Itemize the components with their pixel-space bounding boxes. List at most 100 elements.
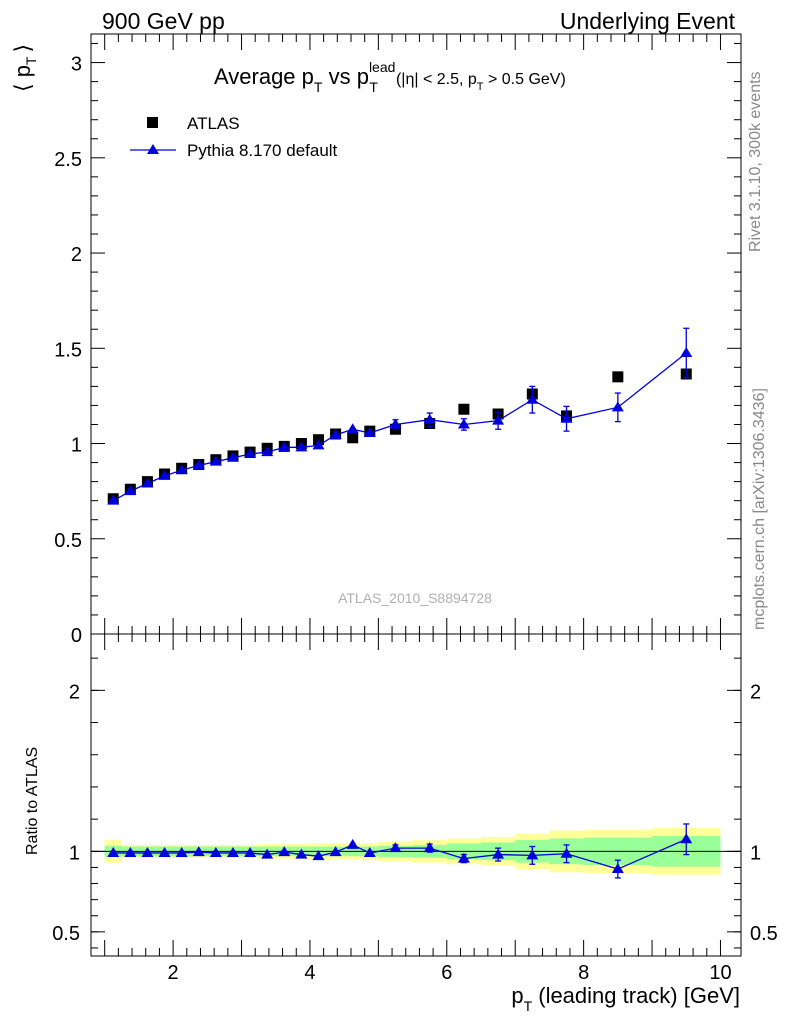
- ratio-data-point: [329, 846, 342, 857]
- title-sub-1: T: [314, 79, 323, 95]
- main-y-axis: 0 0.5 1 1.5 2 2.5 3: [54, 43, 741, 647]
- main-y-tick-label: 3: [71, 54, 82, 76]
- ratio-panel-frame: [90, 633, 742, 957]
- atlas-data-point: [347, 432, 359, 444]
- ratio-data-point: [389, 842, 402, 853]
- title-vs: vs p: [322, 64, 368, 89]
- xlabel-subscript: T: [524, 998, 533, 1014]
- pythia-data-point: [312, 439, 325, 450]
- atlas-data-point: [458, 403, 470, 415]
- pythia-data-point: [261, 446, 274, 457]
- ratio-panel: 0.5 0.5 1 1 2 2 2 4 6 8 10 Ratio to ATLAS pT (lea…: [24, 633, 778, 1014]
- pythia-data-point: [492, 414, 505, 425]
- main-y-tick-label: 0: [71, 625, 82, 647]
- legend-pythia-marker: [147, 144, 159, 154]
- title-sub-2: T: [369, 79, 378, 95]
- pythia-data-point: [346, 423, 359, 434]
- analysis-watermark: ATLAS_2010_S8894728: [338, 590, 492, 606]
- ratio-data-point: [312, 850, 325, 861]
- ratio-y-tick-label-right: 1: [750, 842, 761, 864]
- ratio-y-tick-label-left: 0.5: [52, 923, 80, 945]
- main-y-tick-label: 2: [71, 244, 82, 266]
- pythia-data-point: [389, 418, 402, 429]
- title-sup: lead: [369, 59, 395, 75]
- ratio-data-point: [244, 846, 257, 857]
- ratio-y-axis-label: Ratio to ATLAS: [24, 747, 41, 855]
- ratio-data-point: [107, 846, 120, 857]
- ratio-data-point: [526, 849, 539, 860]
- x-axis-label: pT (leading track) [GeV]: [511, 983, 740, 1014]
- title-main: Average p: [214, 64, 314, 89]
- pythia-data-point: [278, 441, 291, 452]
- pythia-data-point: [560, 412, 573, 423]
- x-tick-label: 10: [709, 962, 731, 984]
- title-cut-b: > 0.5 GeV): [484, 71, 566, 88]
- ratio-y-tick-label-left: 1: [69, 842, 80, 864]
- ratio-data-point: [175, 846, 188, 857]
- legend: ATLAS Pythia 8.170 default: [130, 114, 338, 160]
- pythia-data-point: [226, 451, 239, 462]
- main-y-tick-label: 0.5: [54, 530, 82, 552]
- pythia-data-point: [526, 393, 539, 404]
- main-x-ticks: [104, 34, 721, 634]
- xlabel-rest: (leading track) [GeV]: [532, 983, 740, 1008]
- pythia-data-point: [107, 494, 120, 505]
- mcplots-text: mcplots.cern.ch [arXiv:1306.3436]: [751, 388, 768, 630]
- pythia-data-point: [329, 428, 342, 439]
- ratio-data-point: [141, 846, 154, 857]
- legend-pythia-label: Pythia 8.170 default: [187, 141, 338, 160]
- pythia-data-point: [457, 418, 470, 429]
- ratio-data-point: [457, 852, 470, 863]
- x-tick-label: 6: [441, 962, 452, 984]
- legend-atlas-label: ATLAS: [187, 114, 240, 133]
- pythia-data-point: [141, 477, 154, 488]
- pythia-data-point: [175, 464, 188, 475]
- x-tick-label: 8: [578, 962, 589, 984]
- ratio-data-point: [680, 833, 693, 844]
- pythia-data-point: [158, 469, 171, 480]
- pythia-data-point: [295, 441, 308, 452]
- main-y-axis-label: ⟨ pT ⟩: [10, 44, 39, 92]
- ratio-y-tick-label-right: 0.5: [750, 923, 778, 945]
- title-cut-sub: T: [477, 81, 484, 93]
- ylabel-bracket-right: ⟩: [10, 44, 35, 53]
- ratio-data-point: [124, 846, 137, 857]
- pythia-data-point: [423, 413, 436, 424]
- ratio-data-point: [492, 848, 505, 859]
- ratio-data-point: [423, 842, 436, 853]
- xlabel-main: p: [511, 983, 523, 1008]
- ylabel-subscript: T: [23, 56, 39, 65]
- ylabel-bracket-left: ⟨ p: [10, 65, 35, 92]
- pythia-data-point: [363, 427, 376, 438]
- rivet-version-text: Rivet 3.1.10, 300k events: [747, 71, 764, 252]
- main-panel: 00.511.522.53 ⟨ pT⟩ Average pT vs plead T…: [10, 33, 742, 647]
- main-y-tick-label: 1.5: [54, 339, 82, 361]
- ratio-y-tick-label-left: 2: [69, 681, 80, 703]
- ratio-data-point: [560, 847, 573, 858]
- main-y-tick-label: 2.5: [54, 149, 82, 171]
- x-tick-label: 4: [304, 962, 315, 984]
- x-tick-label: 2: [168, 962, 179, 984]
- svg-text:⟨ pT⟩: ⟨ pT ⟩: [10, 44, 39, 92]
- pythia-data-point: [192, 459, 205, 470]
- legend-atlas-marker: [147, 117, 158, 128]
- ratio-y-tick-label-right: 2: [750, 681, 761, 703]
- title-cut-a: (|η| < 2.5, p: [396, 71, 477, 88]
- ratio-plot-content: [107, 823, 693, 879]
- header-left-text: 900 GeV pp: [102, 8, 225, 34]
- main-plot-content: [107, 327, 693, 505]
- ratio-data-point: [363, 846, 376, 857]
- header-right-text: Underlying Event: [560, 8, 736, 34]
- ratio-data-point: [278, 846, 291, 857]
- ratio-data-point: [192, 846, 205, 857]
- ratio-data-point: [209, 846, 222, 857]
- pythia-data-point: [244, 448, 257, 458]
- pythia-data-point: [209, 455, 222, 466]
- ratio-data-point: [611, 863, 624, 874]
- pythia-data-point: [124, 485, 137, 496]
- atlas-data-point: [612, 371, 624, 383]
- pythia-data-point: [611, 401, 624, 412]
- ratio-data-point: [158, 846, 171, 857]
- ratio-x-axis: 2 4 6 8 10: [104, 634, 732, 984]
